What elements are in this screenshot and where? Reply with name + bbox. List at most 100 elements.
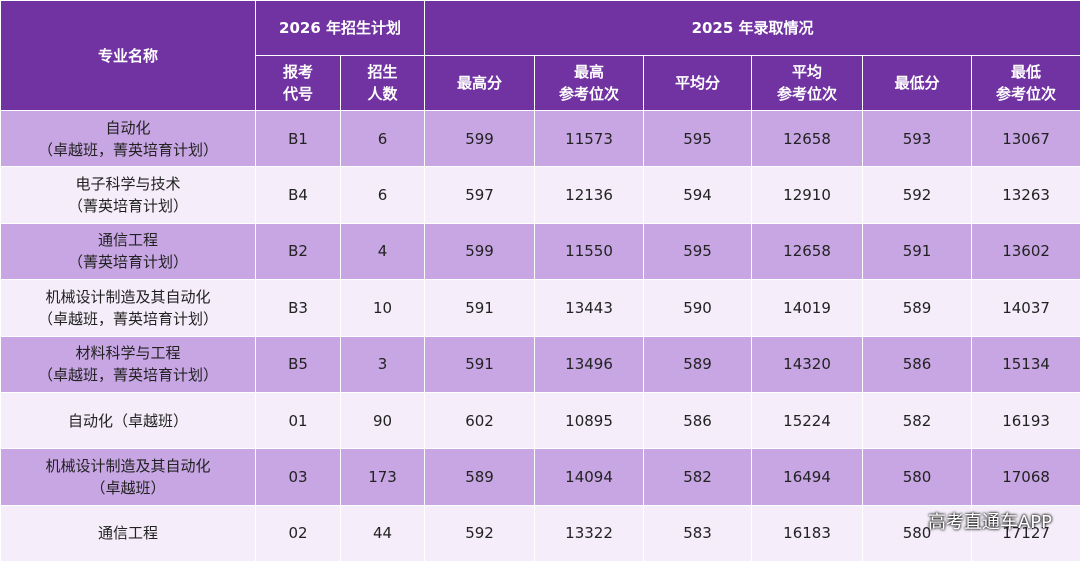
cell: 14019 (751, 279, 864, 337)
cell: 586 (862, 335, 973, 393)
cell: 599 (424, 109, 536, 168)
cell: 13496 (534, 335, 645, 393)
header-line: 最高 (574, 63, 605, 81)
column-header: 最高分 (424, 55, 536, 111)
table-row: 电子科学与技术 （菁英培育计划） B4 6 597 12136 594 12910 592 132… (0, 166, 1080, 224)
name-line: 自动化（卓越班） (67, 411, 188, 430)
cell: 589 (424, 448, 536, 506)
major-name: 自动化 （卓越班，菁英培育计划） (0, 109, 256, 168)
cell: 13602 (971, 222, 1080, 281)
column-header: 最低分 (862, 55, 973, 111)
name-line: （菁英培育计划） (67, 253, 188, 272)
cell: 3 (339, 335, 426, 393)
cell: 12910 (751, 166, 864, 224)
table-row: 材料科学与工程 （卓越班，菁英培育计划） B5 3 591 13496 589 14320 58… (0, 335, 1080, 393)
cell: B1 (255, 109, 341, 168)
name-line: 机械设计制造及其自动化 (45, 287, 211, 306)
table-row: 机械设计制造及其自动化 （卓越班，菁英培育计划） B3 10 591 13443 590 14… (0, 279, 1080, 337)
cell: 11550 (534, 222, 645, 281)
cell: 595 (643, 222, 753, 281)
table-row: 自动化（卓越班） 01 90 602 10895 586 15224 582 16193 (0, 391, 1080, 450)
header-line: 代号 (282, 85, 313, 103)
cell: 6 (339, 109, 426, 168)
cell: 15134 (971, 335, 1080, 393)
table-row: 通信工程 （菁英培育计划） B2 4 599 11550 595 12658 591 13602 (0, 222, 1080, 281)
header-group: 2026 年招生计划 (254, 0, 426, 56)
cell: 602 (424, 391, 536, 450)
watermark: 高考直通车APP (927, 512, 1052, 533)
table-row: 通信工程 02 44 592 13322 583 16183 580 17127 (0, 504, 1080, 562)
cell: 16494 (751, 448, 864, 506)
cell: 580 (862, 448, 973, 506)
cell: 593 (862, 109, 973, 168)
cell: 90 (339, 391, 426, 450)
cell: 10895 (534, 391, 645, 450)
header-line: 参考位次 (996, 85, 1057, 103)
major-name: 机械设计制造及其自动化 （卓越班） (0, 448, 256, 506)
column-header: 平均分 (643, 55, 753, 111)
name-line: （卓越班，菁英培育计划） (37, 366, 218, 385)
major-name: 通信工程 (0, 504, 256, 562)
table-row: 自动化 （卓越班，菁英培育计划） B1 6 599 11573 595 12658 593 130… (0, 109, 1080, 168)
cell: 12136 (534, 166, 645, 224)
cell: 586 (643, 391, 753, 450)
cell: 13067 (971, 109, 1080, 168)
header-line: 平均分 (675, 74, 721, 92)
cell: B4 (255, 166, 341, 224)
column-header: 最高 参考位次 (534, 55, 645, 111)
column-header: 招生 人数 (339, 55, 426, 111)
cell: 15224 (751, 391, 864, 450)
major-name: 机械设计制造及其自动化 （卓越班，菁英培育计划） (0, 279, 256, 337)
header-line: 平均 (792, 63, 823, 81)
cell: 173 (339, 448, 426, 506)
major-name: 电子科学与技术 （菁英培育计划） (0, 166, 256, 224)
cell: 583 (643, 504, 753, 562)
cell: B3 (255, 279, 341, 337)
cell: 02 (255, 504, 341, 562)
cell: 592 (862, 166, 973, 224)
header-line: 最低 (1011, 63, 1042, 81)
cell: 14094 (534, 448, 645, 506)
cell: 595 (643, 109, 753, 168)
cell: 16183 (751, 504, 864, 562)
cell: 592 (424, 504, 536, 562)
cell: 599 (424, 222, 536, 281)
cell: 582 (862, 391, 973, 450)
cell: 589 (643, 335, 753, 393)
cell: 10 (339, 279, 426, 337)
cell: 589 (862, 279, 973, 337)
cell: B5 (255, 335, 341, 393)
cell: 591 (424, 279, 536, 337)
header-line: 报考 (282, 63, 313, 81)
major-name: 通信工程 （菁英培育计划） (0, 222, 256, 281)
column-header: 最低 参考位次 (971, 55, 1080, 111)
cell: 12658 (751, 222, 864, 281)
cell: 582 (643, 448, 753, 506)
cell: 591 (424, 335, 536, 393)
cell: 4 (339, 222, 426, 281)
cell: 13322 (534, 504, 645, 562)
cell: 13443 (534, 279, 645, 337)
cell: 14037 (971, 279, 1080, 337)
cell: 12658 (751, 109, 864, 168)
major-name: 自动化（卓越班） (0, 391, 256, 450)
column-header: 平均 参考位次 (751, 55, 864, 111)
cell: 14320 (751, 335, 864, 393)
header-line: 最高分 (457, 74, 503, 92)
header-line: 参考位次 (559, 85, 620, 103)
cell: 6 (339, 166, 426, 224)
header-line: 最低分 (894, 74, 940, 92)
name-line: （卓越班） (90, 478, 166, 497)
header-line: 人数 (367, 85, 398, 103)
cell: 44 (339, 504, 426, 562)
name-line: （菁英培育计划） (67, 197, 188, 216)
header-line: 招生 (367, 63, 398, 81)
name-line: 通信工程 (97, 231, 158, 250)
cell: 597 (424, 166, 536, 224)
cell: 17068 (971, 448, 1080, 506)
name-line: 自动化 (105, 118, 151, 137)
name-line: 电子科学与技术 (75, 175, 181, 194)
header-line: 参考位次 (777, 85, 838, 103)
